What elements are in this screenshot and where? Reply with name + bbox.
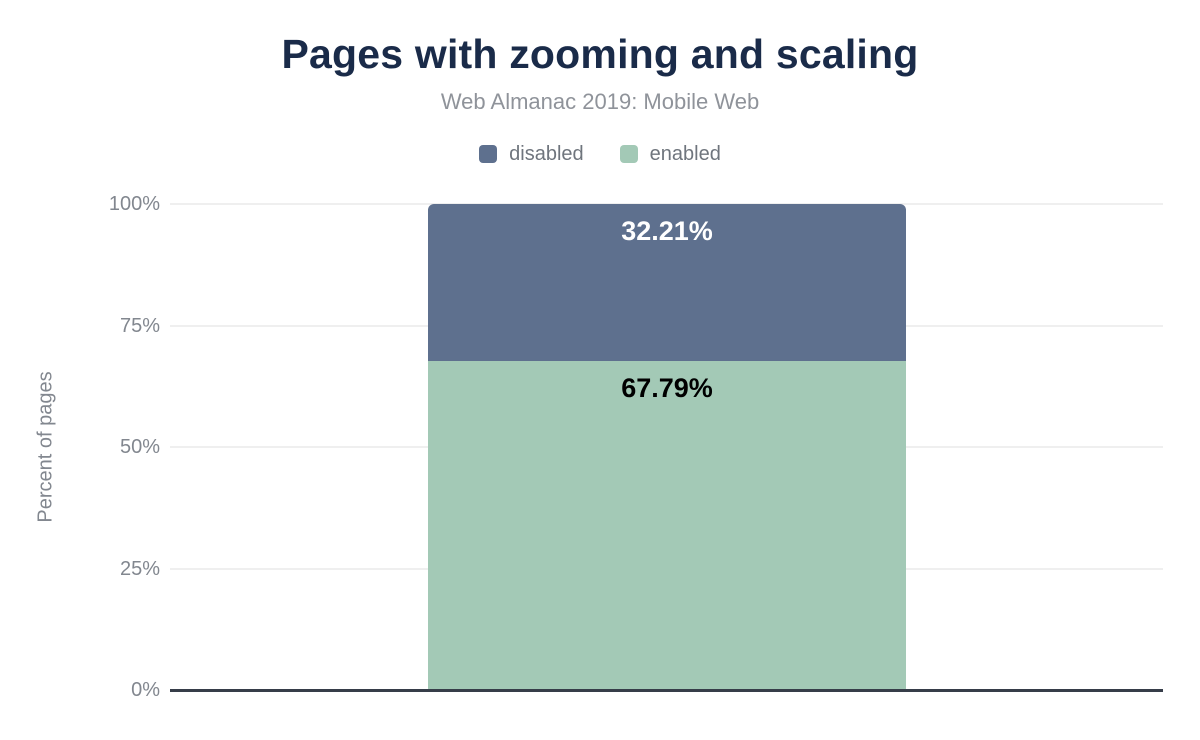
bar-segment-enabled[interactable]: 67.79% xyxy=(428,360,906,690)
bar-label-disabled: 32.21% xyxy=(621,216,713,246)
y-tick-label: 75% xyxy=(119,314,160,337)
chart-title: Pages with zooming and scaling xyxy=(281,31,919,77)
legend-swatch-disabled xyxy=(479,145,498,163)
legend-item-enabled[interactable]: enabled xyxy=(619,143,721,165)
bar-segment-disabled[interactable]: 32.21% xyxy=(428,204,906,361)
x-axis-line xyxy=(170,689,1163,692)
legend-item-disabled[interactable]: disabled xyxy=(479,144,584,164)
plot-area: 32.21% 67.79% xyxy=(170,203,1163,692)
legend: disabled enabled xyxy=(0,144,1200,164)
y-tick-label: 100% xyxy=(108,193,160,215)
bar-zooming-scaling: 32.21% 67.79% xyxy=(428,204,906,690)
bar-label-enabled: 67.79% xyxy=(621,372,713,403)
chart-subtitle: Web Almanac 2019: Mobile Web xyxy=(440,89,760,114)
y-tick-label: 25% xyxy=(119,557,160,580)
legend-swatch-enabled xyxy=(619,145,638,163)
y-tick-labels: 0% 25% 50% 75% 100% xyxy=(0,194,160,700)
y-tick-label: 0% xyxy=(131,679,160,701)
y-tick-label: 50% xyxy=(119,436,160,458)
legend-label-disabled: disabled xyxy=(509,143,584,165)
legend-label-enabled: enabled xyxy=(649,143,721,165)
